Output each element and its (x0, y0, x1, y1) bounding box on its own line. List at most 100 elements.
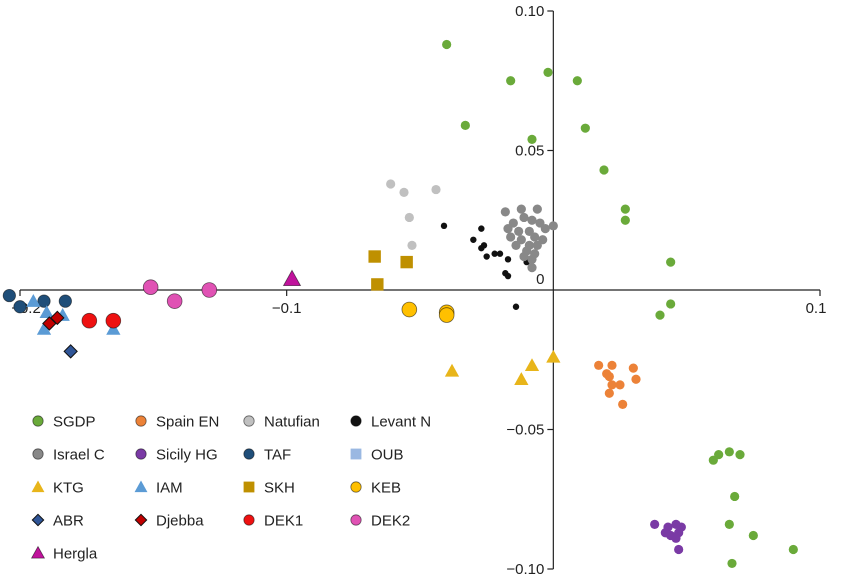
legend-label: Hergla (53, 546, 98, 563)
point-skh (371, 278, 384, 291)
point-natufian (431, 184, 441, 195)
legend-item-hergla: Hergla (30, 545, 98, 563)
point-spain-en (604, 371, 614, 382)
point-taf (58, 294, 72, 308)
point-ktg (514, 372, 529, 385)
point-spain-en (604, 388, 614, 398)
legend-label: DEK2 (371, 513, 410, 530)
point-dek1 (81, 312, 98, 329)
y-tick-label: −0.10 (506, 561, 544, 578)
point-levant-n (512, 303, 520, 310)
point-natufian (407, 240, 417, 250)
point-levant-n (478, 225, 485, 232)
legend-item-sicily-hg: Sicily HG (135, 447, 218, 464)
legend-item-dek2: DEK2 (350, 513, 410, 530)
point-sgdp (727, 558, 737, 569)
point-keb (438, 307, 455, 323)
point-spain-en (631, 374, 641, 384)
legend-label: Levant N (371, 414, 431, 431)
legend-item-keb: KEB (350, 480, 401, 497)
point-levant-n (483, 253, 490, 260)
legend-marker-iam (134, 480, 148, 493)
legend-label: Sicily HG (156, 447, 218, 464)
point-sgdp (735, 450, 745, 460)
legend-marker-levant-n (350, 415, 362, 427)
point-spain-en (607, 380, 617, 390)
point-sgdp (460, 120, 470, 130)
point-djebba (42, 316, 57, 331)
y-tick-label: 0.10 (515, 3, 544, 20)
legend-marker-dek2 (350, 514, 362, 526)
point-israel-c (519, 251, 529, 262)
point-sgdp (620, 204, 630, 214)
point-sgdp (730, 491, 740, 502)
legend-item-taf: TAF (243, 447, 291, 464)
point-israel-c (527, 215, 537, 225)
point-sgdp (580, 123, 590, 133)
point-israel-c (548, 221, 558, 231)
legend-label: TAF (264, 447, 291, 464)
point-levant-n (504, 272, 512, 280)
legend-label: SGDP (53, 414, 96, 431)
point-sgdp (724, 447, 734, 457)
legend-label: Israel C (53, 447, 105, 464)
legend-item-oub: OUB (350, 447, 404, 464)
legend-label: SKH (264, 480, 295, 497)
point-israel-c (503, 224, 513, 234)
point-dek2 (201, 282, 218, 298)
legend-item-spain-en: Spain EN (135, 414, 219, 431)
legend-marker-dek1 (243, 514, 255, 526)
point-dek2 (142, 279, 159, 296)
legend-label: OUB (371, 447, 404, 464)
legend-item-natufian: Natufian (243, 414, 320, 431)
legend-item-levant-n: Levant N (350, 414, 431, 431)
y-tick-label: −0.05 (506, 422, 544, 439)
legend-marker-sicily-hg (135, 448, 147, 460)
legend-item-iam: IAM (134, 480, 183, 497)
legend-marker-israel-c (32, 448, 44, 460)
legend-marker-oub (350, 448, 362, 460)
point-israel-c (527, 254, 537, 264)
tick-labels: −0.2−0.100.10.100.05−0.05−0.10 (11, 3, 826, 578)
point-sicily-hg (671, 533, 681, 543)
legend-label: Natufian (264, 414, 320, 431)
point-ktg (524, 358, 540, 372)
point-spain-en (628, 363, 638, 373)
point-levant-n (504, 256, 512, 263)
point-taf (37, 294, 51, 308)
point-israel-c (516, 204, 526, 214)
point-spain-en (594, 360, 604, 370)
legend-label: ABR (53, 513, 84, 530)
point-dek1 (105, 312, 122, 329)
legend-marker-abr (31, 513, 45, 527)
y-tick-label: 0.05 (515, 143, 544, 160)
point-ktg (546, 349, 561, 363)
point-spain-en (618, 399, 628, 409)
legend-label: KEB (371, 480, 401, 497)
point-natufian (399, 187, 409, 197)
point-israel-c (530, 232, 540, 242)
point-sgdp (788, 544, 798, 555)
point-sgdp (748, 530, 758, 541)
point-sgdp (666, 299, 676, 309)
point-abr (63, 344, 78, 359)
legend-marker-keb (350, 481, 362, 493)
legend-item-israel-c: Israel C (32, 447, 105, 464)
legend-label: Spain EN (156, 414, 219, 431)
point-sgdp (708, 455, 718, 465)
x-tick-label: 0.1 (806, 300, 827, 317)
point-sgdp (442, 39, 452, 50)
legend-marker-skh (243, 481, 255, 493)
point-skh (368, 250, 381, 263)
point-israel-c (519, 212, 529, 223)
point-sicily-hg (650, 519, 660, 529)
legend-marker-hergla (30, 545, 46, 559)
point-israel-c (500, 207, 510, 217)
legend-marker-natufian (243, 415, 255, 427)
point-levant-n (470, 236, 477, 243)
data-points (2, 39, 798, 569)
point-taf (2, 288, 16, 303)
legend-item-djebba: Djebba (134, 513, 204, 530)
point-israel-c (532, 204, 542, 214)
legend-label: KTG (53, 480, 84, 497)
